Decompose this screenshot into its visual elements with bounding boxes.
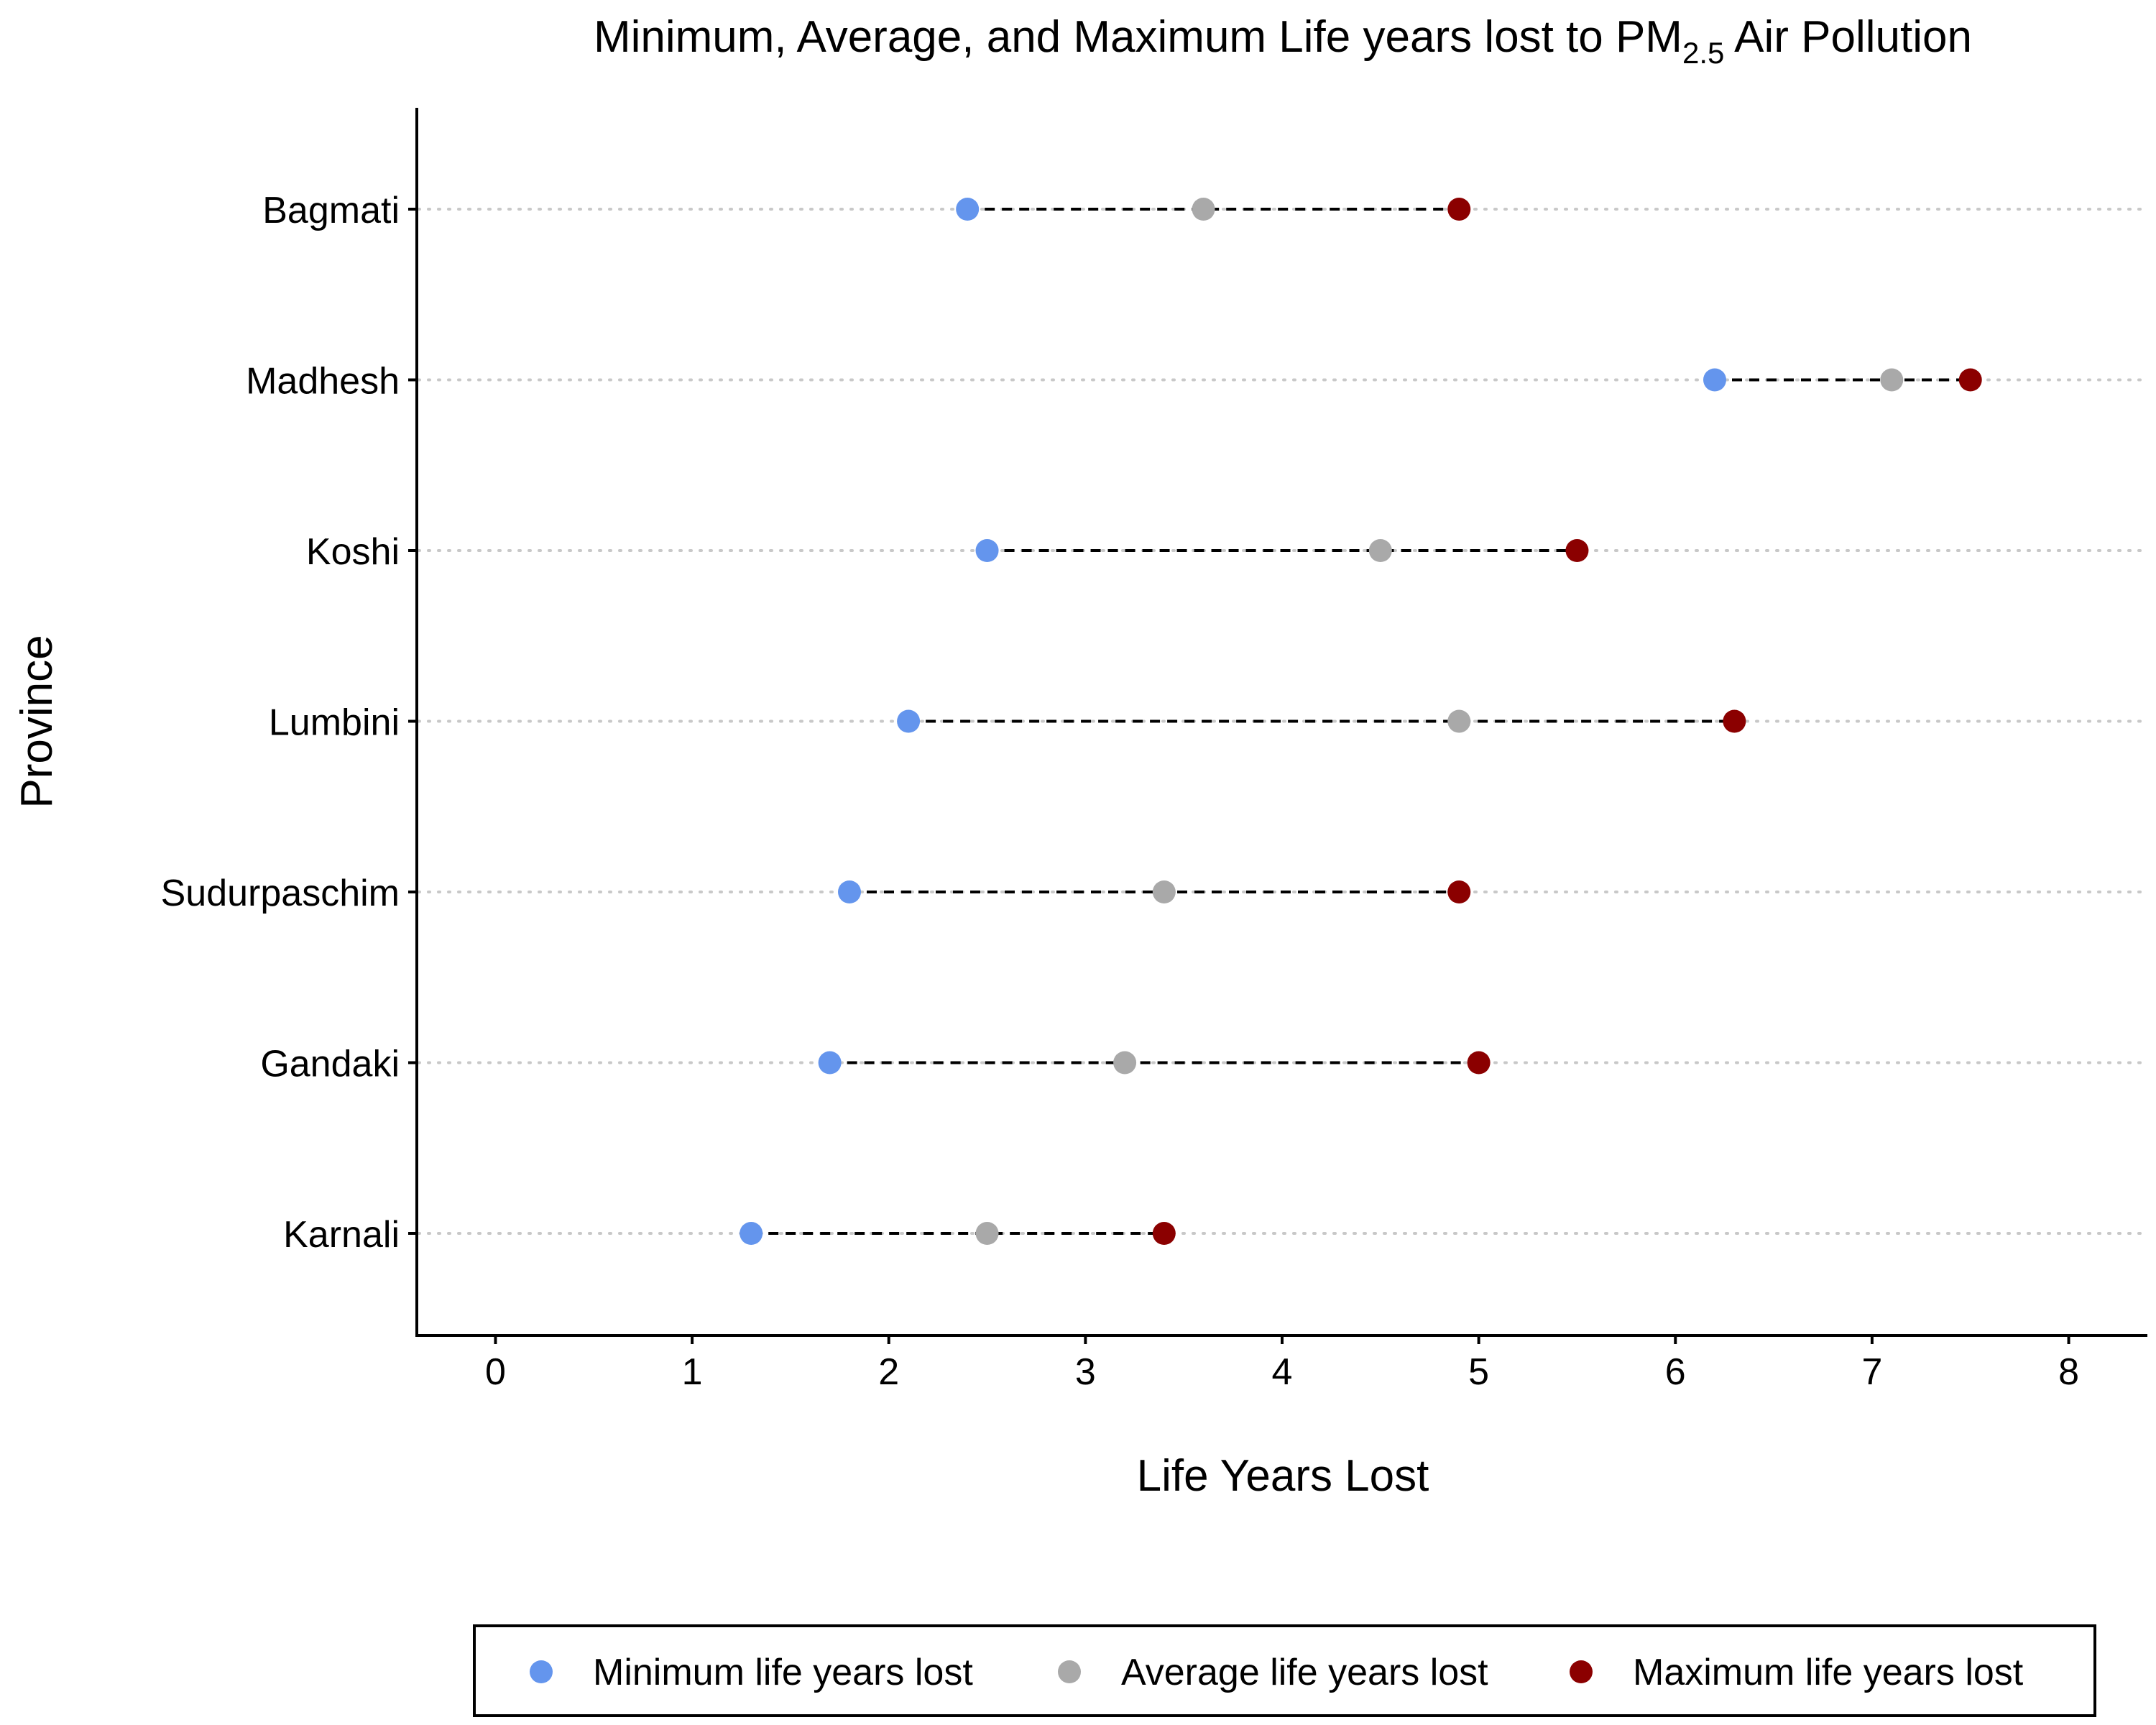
x-axis-ticks: 0 1 2 3 4 5 6 7 8 (485, 1335, 2079, 1393)
data-point (956, 198, 980, 221)
data-point (1703, 368, 1726, 392)
y-tick-label: Bagmati (262, 190, 400, 231)
data-point (897, 709, 921, 733)
data-point (740, 1222, 763, 1245)
x-tick-label: 7 (1861, 1351, 1882, 1393)
data-point (1565, 539, 1589, 562)
data-point (1113, 1051, 1137, 1075)
chart-title-suffix: Air Pollution (1724, 12, 1972, 62)
legend-label: Minimum life years lost (593, 1652, 973, 1693)
x-axis-label: Life Years Lost (1137, 1451, 1429, 1501)
x-tick-label: 0 (485, 1351, 506, 1393)
data-point (975, 1222, 999, 1245)
data-point (838, 880, 861, 903)
gridlines (417, 208, 2149, 1235)
data-point (1192, 198, 1215, 221)
data-point (1447, 709, 1471, 733)
x-tick-label: 5 (1468, 1351, 1489, 1393)
y-tick-label: Madhesh (246, 361, 400, 402)
data-point (818, 1051, 842, 1075)
x-tick-label: 4 (1272, 1351, 1293, 1393)
x-tick-label: 1 (682, 1351, 703, 1393)
data-points (740, 198, 1982, 1245)
data-point (1152, 1222, 1176, 1245)
y-tick-label: Lumbini (269, 702, 400, 744)
data-point (1880, 368, 1904, 392)
y-tick-label: Karnali (283, 1214, 400, 1256)
data-point (1723, 709, 1746, 733)
y-tick-label: Koshi (306, 531, 400, 573)
data-point (1447, 198, 1471, 221)
legend-marker (530, 1660, 553, 1683)
data-point (1447, 880, 1471, 903)
data-point (975, 539, 999, 562)
legend-box (473, 1624, 2096, 1717)
y-tick-label: Gandaki (260, 1044, 400, 1085)
y-axis-label: Province (12, 635, 62, 808)
data-point (1958, 368, 1982, 392)
legend-marker (1058, 1660, 1081, 1683)
legend: Minimum life years lost Average life year… (473, 1624, 2096, 1717)
x-tick-label: 3 (1075, 1351, 1096, 1393)
chart-title-subscript: 2.5 (1682, 36, 1724, 70)
legend-label: Average life years lost (1121, 1652, 1488, 1693)
y-axis-ticks: Bagmati Madhesh Koshi Lumbini Sudurpaschim Ga… (161, 190, 417, 1256)
y-tick-label: Sudurpaschim (161, 873, 400, 914)
x-tick-label: 6 (1665, 1351, 1686, 1393)
data-point (1467, 1051, 1491, 1075)
legend-label: Maximum life years lost (1633, 1652, 2024, 1693)
data-point (1152, 880, 1176, 903)
legend-marker (1570, 1660, 1593, 1683)
data-point (1368, 539, 1392, 562)
chart-title-prefix: Minimum, Average, and Maximum Life years… (594, 12, 1682, 62)
x-tick-label: 2 (878, 1351, 899, 1393)
chart-title: Minimum, Average, and Maximum Life years… (594, 12, 1972, 70)
x-tick-label: 8 (2058, 1351, 2079, 1393)
